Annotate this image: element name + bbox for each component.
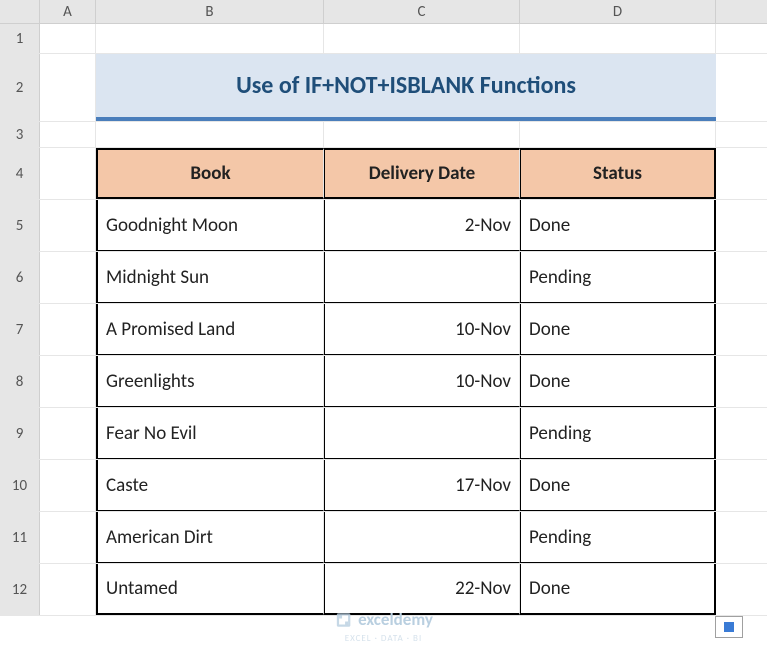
cell-book[interactable]: Midnight Sun	[96, 252, 324, 303]
cell-a6[interactable]	[40, 252, 96, 303]
row-header-11[interactable]: 11	[0, 512, 40, 563]
cell-a2[interactable]	[40, 54, 96, 121]
cell-a5[interactable]	[40, 200, 96, 251]
row-header-9[interactable]: 9	[0, 408, 40, 459]
table-row: 6 Midnight Sun Pending	[0, 252, 767, 304]
cell-delivery[interactable]: 2-Nov	[324, 200, 520, 251]
cell-a11[interactable]	[40, 512, 96, 563]
cell-d3[interactable]	[520, 122, 716, 147]
column-header-row: A B C D	[0, 0, 767, 24]
cell-delivery[interactable]	[324, 512, 520, 563]
cell-a4[interactable]	[40, 148, 96, 199]
row-header-12[interactable]: 12	[0, 564, 40, 615]
row-header-4[interactable]: 4	[0, 148, 40, 199]
col-header-d[interactable]: D	[520, 0, 716, 23]
cell-delivery[interactable]: 22-Nov	[324, 564, 520, 615]
table-row: 8 Greenlights10-NovDone	[0, 356, 767, 408]
col-header-b[interactable]: B	[96, 0, 324, 23]
table-row: 12 Untamed22-NovDone	[0, 564, 767, 616]
cell-c3[interactable]	[324, 122, 520, 147]
row-1: 1	[0, 24, 767, 54]
table-row: 10 Caste17-NovDone	[0, 460, 767, 512]
cell-delivery[interactable]	[324, 252, 520, 303]
cell-book[interactable]: Fear No Evil	[96, 408, 324, 459]
cell-delivery[interactable]	[324, 408, 520, 459]
cell-book[interactable]: Caste	[96, 460, 324, 511]
cell-a3[interactable]	[40, 122, 96, 147]
cell-a9[interactable]	[40, 408, 96, 459]
cell-status[interactable]: Done	[520, 200, 716, 251]
cell-book[interactable]: A Promised Land	[96, 304, 324, 355]
cell-status[interactable]: Done	[520, 460, 716, 511]
cell-book[interactable]: Greenlights	[96, 356, 324, 407]
data-rows: 5Goodnight Moon2-NovDone6Midnight SunPen…	[0, 200, 767, 616]
header-book[interactable]: Book	[96, 148, 324, 199]
cell-a8[interactable]	[40, 356, 96, 407]
row-header-1[interactable]: 1	[0, 24, 40, 53]
col-header-a[interactable]: A	[40, 0, 96, 23]
row-header-10[interactable]: 10	[0, 460, 40, 511]
cell-book[interactable]: American Dirt	[96, 512, 324, 563]
row-header-5[interactable]: 5	[0, 200, 40, 251]
row-3: 3	[0, 122, 767, 148]
cell-d1[interactable]	[520, 24, 716, 53]
table-row: 5 Goodnight Moon2-NovDone	[0, 200, 767, 252]
row-header-8[interactable]: 8	[0, 356, 40, 407]
row-header-7[interactable]: 7	[0, 304, 40, 355]
table-row: 9 Fear No Evil Pending	[0, 408, 767, 460]
cell-a10[interactable]	[40, 460, 96, 511]
cell-b1[interactable]	[96, 24, 324, 53]
watermark-tagline: EXCEL · DATA · BI	[345, 633, 422, 644]
cell-book[interactable]: Goodnight Moon	[96, 200, 324, 251]
row-4: 4 Book Delivery Date Status	[0, 148, 767, 200]
cell-book[interactable]: Untamed	[96, 564, 324, 615]
cell-status[interactable]: Done	[520, 304, 716, 355]
select-all-corner[interactable]	[0, 0, 40, 23]
cell-status[interactable]: Done	[520, 564, 716, 615]
cell-delivery[interactable]: 17-Nov	[324, 460, 520, 511]
cell-b3[interactable]	[96, 122, 324, 147]
autofill-icon	[724, 622, 734, 632]
header-delivery[interactable]: Delivery Date	[324, 148, 520, 199]
cell-c1[interactable]	[324, 24, 520, 53]
row-2: 2 Use of IF+NOT+ISBLANK Functions	[0, 54, 767, 122]
row-header-6[interactable]: 6	[0, 252, 40, 303]
table-row: 11 American Dirt Pending	[0, 512, 767, 564]
cell-delivery[interactable]: 10-Nov	[324, 356, 520, 407]
header-status[interactable]: Status	[520, 148, 716, 199]
title-banner[interactable]: Use of IF+NOT+ISBLANK Functions	[96, 54, 716, 121]
cell-status[interactable]: Pending	[520, 512, 716, 563]
cell-status[interactable]: Pending	[520, 408, 716, 459]
table-row: 7 A Promised Land10-NovDone	[0, 304, 767, 356]
row-header-3[interactable]: 3	[0, 122, 40, 147]
autofill-options-button[interactable]	[715, 616, 743, 638]
cell-status[interactable]: Done	[520, 356, 716, 407]
cell-a7[interactable]	[40, 304, 96, 355]
cell-a1[interactable]	[40, 24, 96, 53]
col-header-c[interactable]: C	[324, 0, 520, 23]
row-header-2[interactable]: 2	[0, 54, 40, 121]
cell-a12[interactable]	[40, 564, 96, 615]
cell-delivery[interactable]: 10-Nov	[324, 304, 520, 355]
spreadsheet: A B C D 1 2 Use of IF+NOT+ISBLANK Functi…	[0, 0, 767, 616]
cell-status[interactable]: Pending	[520, 252, 716, 303]
